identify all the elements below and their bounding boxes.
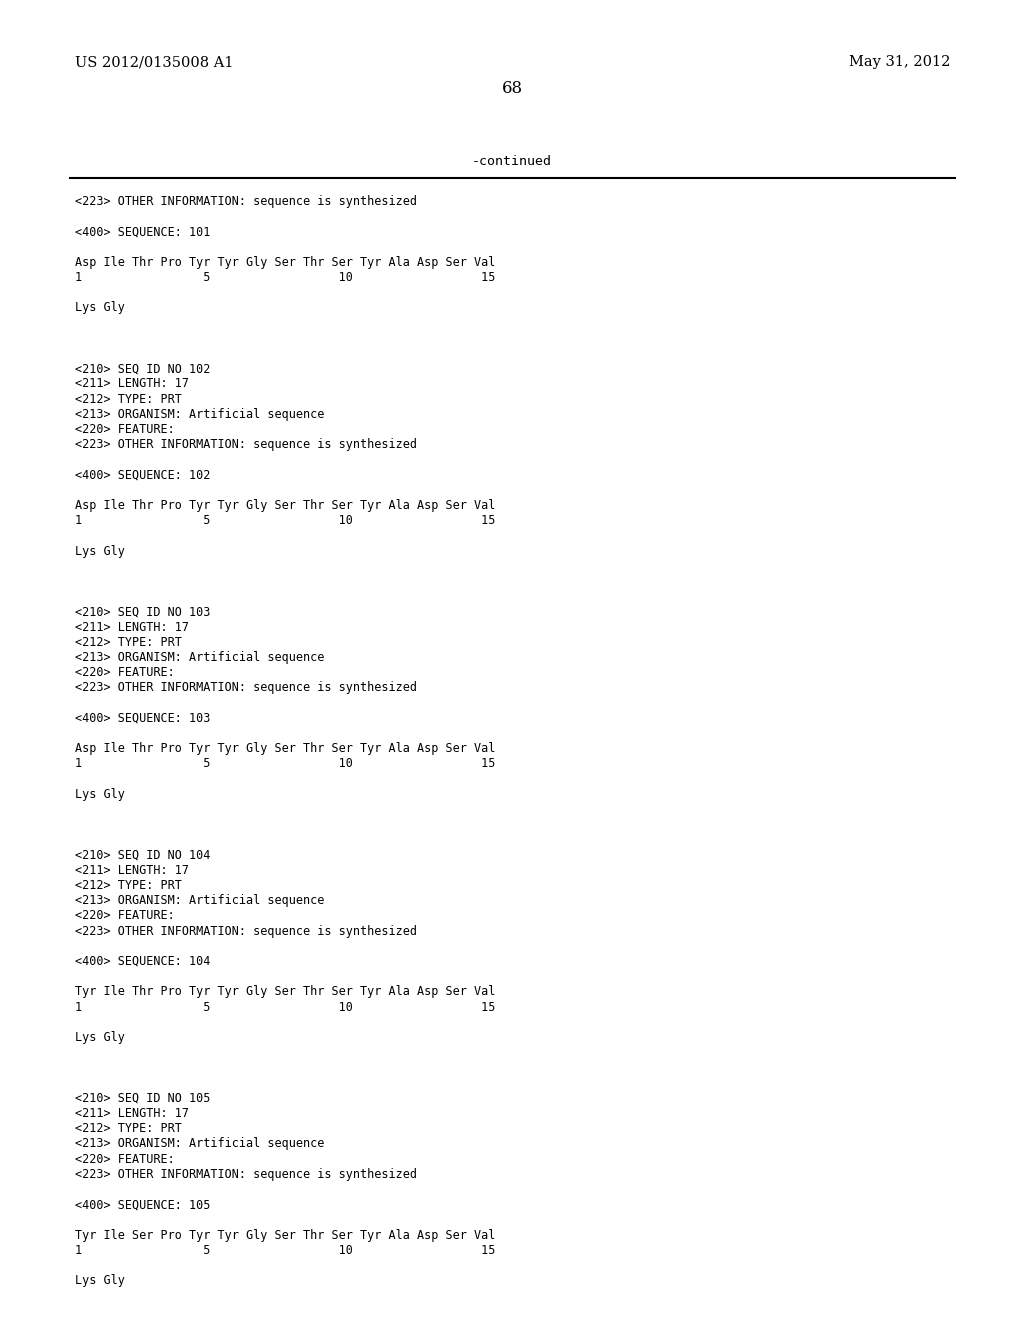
Text: <213> ORGANISM: Artificial sequence: <213> ORGANISM: Artificial sequence (75, 1138, 325, 1151)
Text: 1                 5                  10                  15: 1 5 10 15 (75, 515, 496, 527)
Text: May 31, 2012: May 31, 2012 (849, 55, 950, 69)
Text: <210> SEQ ID NO 105: <210> SEQ ID NO 105 (75, 1092, 210, 1105)
Text: <212> TYPE: PRT: <212> TYPE: PRT (75, 1122, 182, 1135)
Text: Asp Ile Thr Pro Tyr Tyr Gly Ser Thr Ser Tyr Ala Asp Ser Val: Asp Ile Thr Pro Tyr Tyr Gly Ser Thr Ser … (75, 742, 496, 755)
Text: <223> OTHER INFORMATION: sequence is synthesized: <223> OTHER INFORMATION: sequence is syn… (75, 924, 417, 937)
Text: Tyr Ile Ser Pro Tyr Tyr Gly Ser Thr Ser Tyr Ala Asp Ser Val: Tyr Ile Ser Pro Tyr Tyr Gly Ser Thr Ser … (75, 1229, 496, 1242)
Text: <212> TYPE: PRT: <212> TYPE: PRT (75, 879, 182, 892)
Text: <210> SEQ ID NO 103: <210> SEQ ID NO 103 (75, 606, 210, 618)
Text: 68: 68 (502, 81, 522, 96)
Text: <400> SEQUENCE: 104: <400> SEQUENCE: 104 (75, 954, 210, 968)
Text: <223> OTHER INFORMATION: sequence is synthesized: <223> OTHER INFORMATION: sequence is syn… (75, 195, 417, 209)
Text: Lys Gly: Lys Gly (75, 1031, 125, 1044)
Text: <213> ORGANISM: Artificial sequence: <213> ORGANISM: Artificial sequence (75, 408, 325, 421)
Text: -continued: -continued (472, 154, 552, 168)
Text: <400> SEQUENCE: 102: <400> SEQUENCE: 102 (75, 469, 210, 482)
Text: 1                 5                  10                  15: 1 5 10 15 (75, 271, 496, 284)
Text: 1                 5                  10                  15: 1 5 10 15 (75, 758, 496, 771)
Text: <212> TYPE: PRT: <212> TYPE: PRT (75, 636, 182, 649)
Text: <400> SEQUENCE: 105: <400> SEQUENCE: 105 (75, 1199, 210, 1212)
Text: <220> FEATURE:: <220> FEATURE: (75, 422, 175, 436)
Text: <400> SEQUENCE: 103: <400> SEQUENCE: 103 (75, 711, 210, 725)
Text: Lys Gly: Lys Gly (75, 788, 125, 801)
Text: <211> LENGTH: 17: <211> LENGTH: 17 (75, 1107, 189, 1119)
Text: <211> LENGTH: 17: <211> LENGTH: 17 (75, 863, 189, 876)
Text: Asp Ile Thr Pro Tyr Tyr Gly Ser Thr Ser Tyr Ala Asp Ser Val: Asp Ile Thr Pro Tyr Tyr Gly Ser Thr Ser … (75, 499, 496, 512)
Text: Lys Gly: Lys Gly (75, 545, 125, 557)
Text: <210> SEQ ID NO 102: <210> SEQ ID NO 102 (75, 362, 210, 375)
Text: <220> FEATURE:: <220> FEATURE: (75, 909, 175, 923)
Text: Lys Gly: Lys Gly (75, 301, 125, 314)
Text: 1                 5                  10                  15: 1 5 10 15 (75, 1243, 496, 1257)
Text: <220> FEATURE:: <220> FEATURE: (75, 667, 175, 680)
Text: Asp Ile Thr Pro Tyr Tyr Gly Ser Thr Ser Tyr Ala Asp Ser Val: Asp Ile Thr Pro Tyr Tyr Gly Ser Thr Ser … (75, 256, 496, 269)
Text: <223> OTHER INFORMATION: sequence is synthesized: <223> OTHER INFORMATION: sequence is syn… (75, 681, 417, 694)
Text: <223> OTHER INFORMATION: sequence is synthesized: <223> OTHER INFORMATION: sequence is syn… (75, 438, 417, 451)
Text: Lys Gly: Lys Gly (75, 1274, 125, 1287)
Text: <400> SEQUENCE: 101: <400> SEQUENCE: 101 (75, 226, 210, 239)
Text: <220> FEATURE:: <220> FEATURE: (75, 1152, 175, 1166)
Text: <210> SEQ ID NO 104: <210> SEQ ID NO 104 (75, 849, 210, 862)
Text: Tyr Ile Thr Pro Tyr Tyr Gly Ser Thr Ser Tyr Ala Asp Ser Val: Tyr Ile Thr Pro Tyr Tyr Gly Ser Thr Ser … (75, 986, 496, 998)
Text: 1                 5                  10                  15: 1 5 10 15 (75, 1001, 496, 1014)
Text: <211> LENGTH: 17: <211> LENGTH: 17 (75, 620, 189, 634)
Text: <211> LENGTH: 17: <211> LENGTH: 17 (75, 378, 189, 391)
Text: <212> TYPE: PRT: <212> TYPE: PRT (75, 392, 182, 405)
Text: <223> OTHER INFORMATION: sequence is synthesized: <223> OTHER INFORMATION: sequence is syn… (75, 1168, 417, 1181)
Text: <213> ORGANISM: Artificial sequence: <213> ORGANISM: Artificial sequence (75, 894, 325, 907)
Text: US 2012/0135008 A1: US 2012/0135008 A1 (75, 55, 233, 69)
Text: <213> ORGANISM: Artificial sequence: <213> ORGANISM: Artificial sequence (75, 651, 325, 664)
